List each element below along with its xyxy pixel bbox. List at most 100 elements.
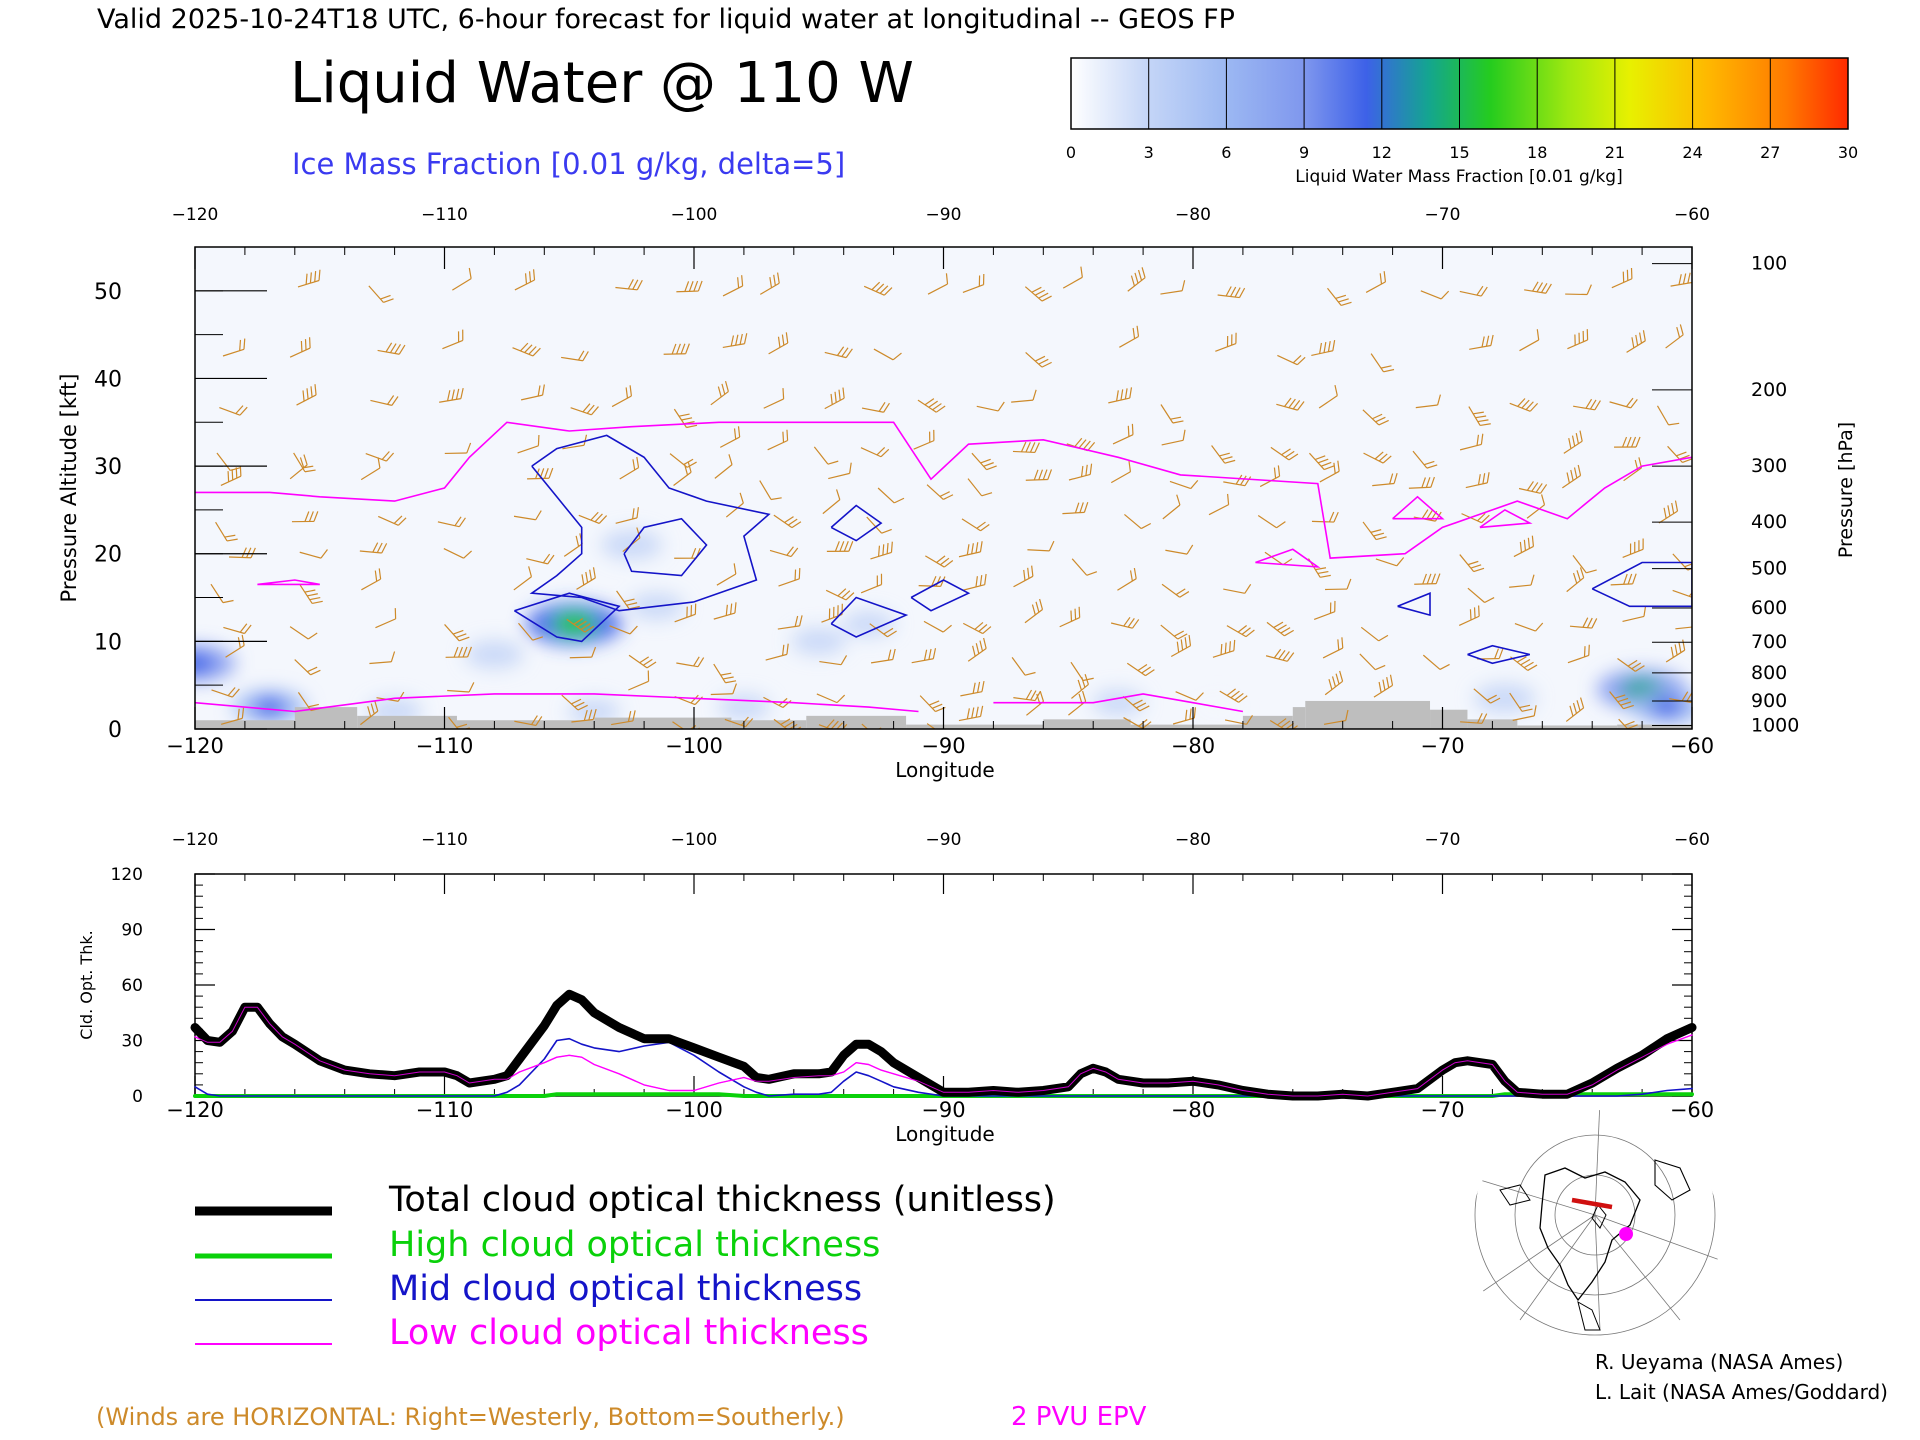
wind-barb	[917, 398, 946, 413]
wind-barb-flag	[307, 593, 318, 597]
wind-barb-flag	[1674, 500, 1679, 512]
wind-barb-flag	[837, 588, 847, 597]
wind-barb-flag	[1240, 475, 1247, 486]
wind-barb-shaft	[714, 464, 733, 479]
wind-barb	[1567, 329, 1589, 350]
wind-barb-flag	[1224, 459, 1236, 464]
wind-barb-flag	[1374, 451, 1384, 460]
wind-barb-shaft	[299, 551, 322, 559]
wind-barb-shaft	[1610, 583, 1633, 586]
wind-barb-shaft	[1323, 719, 1346, 725]
wind-barb	[1524, 281, 1552, 294]
wind-barb	[513, 566, 533, 591]
wind-barb-shaft	[452, 278, 472, 291]
wind-barb-flag	[1620, 701, 1632, 706]
wind-barb-flag	[782, 699, 792, 708]
wind-barb-flag	[1333, 511, 1339, 523]
wind-barb	[1270, 446, 1299, 461]
wind-barb	[860, 573, 883, 594]
lower-xtick-label: −110	[416, 1098, 474, 1122]
main-ytick-label: 10	[94, 630, 122, 655]
main-xtick-label: −120	[166, 734, 224, 758]
wind-barb	[958, 541, 983, 558]
wind-barb-shaft	[676, 290, 699, 293]
wind-barb-flag	[1545, 283, 1552, 294]
wind-barb-flag	[770, 497, 782, 501]
wind-barb	[299, 549, 328, 559]
wind-barb-flag	[1332, 340, 1336, 351]
wind-barb	[722, 333, 748, 349]
wind-barb	[1169, 479, 1199, 490]
wind-barb-flag	[931, 575, 937, 587]
legend: Total cloud optical thickness (unitless)…	[195, 1180, 1056, 1353]
wind-barb	[824, 346, 853, 359]
wind-barb-shaft	[765, 653, 788, 661]
epv-contours	[195, 421, 1692, 713]
wind-barb-shaft	[926, 723, 946, 729]
wind-barb-flag	[1622, 271, 1625, 283]
wind-barb-flag	[686, 461, 697, 468]
wind-barb-shaft	[609, 625, 631, 635]
wind-barb-flag	[717, 386, 722, 398]
wind-barb-flag	[976, 681, 981, 693]
wind-barb-shaft	[1461, 513, 1482, 524]
wind-barb	[866, 516, 892, 534]
wind-barb-shaft	[861, 407, 884, 413]
wind-barb-flag	[1667, 505, 1671, 517]
wind-barb-flag	[1484, 596, 1495, 604]
wind-barb-shaft	[1169, 480, 1191, 490]
wind-barb-shaft	[210, 583, 224, 603]
wind-barb	[1223, 474, 1252, 487]
wind-barb-flag	[1035, 601, 1040, 613]
wind-barb-shaft	[619, 467, 639, 480]
wind-barb-flag	[924, 398, 935, 406]
wind-barb-flag	[1235, 332, 1237, 344]
wind-barb-flag	[227, 687, 236, 697]
wind-barb-shaft	[1012, 450, 1035, 454]
wind-barb-flag	[1237, 625, 1247, 633]
wind-barb	[1025, 351, 1052, 368]
wind-barb-flag	[581, 574, 585, 586]
wind-barb-shaft	[1465, 482, 1488, 489]
wind-barb-shaft	[578, 514, 600, 524]
wind-barb-flag	[734, 602, 737, 614]
wind-barb-flag	[693, 656, 700, 667]
wind-barb-shaft	[1373, 684, 1393, 698]
wind-barb-flag	[1224, 642, 1227, 654]
wind-barb-flag	[577, 350, 585, 361]
wind-barb-flag	[1533, 705, 1537, 717]
wind-barb-shaft	[1459, 290, 1482, 297]
wind-barb-flag	[1378, 681, 1382, 693]
wind-barb-shaft	[778, 578, 800, 587]
mid-cloud-line	[194, 1037, 1693, 1097]
wind-barb-flag	[773, 274, 776, 286]
wind-barb-flag	[1320, 574, 1331, 578]
wind-barb	[514, 269, 536, 291]
wind-barb-flag	[1238, 695, 1248, 703]
ice-contour	[623, 517, 708, 577]
wind-barb-flag	[1038, 358, 1049, 365]
wind-barb-shaft	[825, 589, 847, 601]
wind-barb-flag	[835, 489, 841, 500]
wind-barb	[514, 715, 543, 727]
wind-barb	[1670, 271, 1692, 287]
main-y2tick-label: 900	[1751, 690, 1787, 712]
main-y2tick-label: 500	[1751, 558, 1787, 580]
wind-barb-flag	[1431, 573, 1436, 584]
wind-barb-flag	[1136, 325, 1140, 337]
wind-barb-flag	[1516, 656, 1527, 663]
wind-barb	[561, 350, 589, 362]
wind-barb-flag	[1331, 676, 1337, 687]
wind-barb-flag	[879, 285, 889, 294]
wind-barb-flag	[524, 273, 528, 285]
colorbar-tick-label: 30	[1838, 143, 1858, 162]
wind-barb-shaft	[1025, 351, 1043, 368]
wind-barb-flag	[1278, 649, 1286, 660]
wind-barb-flag	[1282, 558, 1293, 566]
ice-contour	[529, 434, 771, 612]
wind-barb-flag	[1286, 652, 1295, 662]
wind-barb-flag	[1244, 476, 1252, 487]
wind-barb-shaft	[1108, 397, 1130, 404]
wind-barb-shaft	[1024, 286, 1043, 302]
wind-barb	[1068, 463, 1093, 481]
